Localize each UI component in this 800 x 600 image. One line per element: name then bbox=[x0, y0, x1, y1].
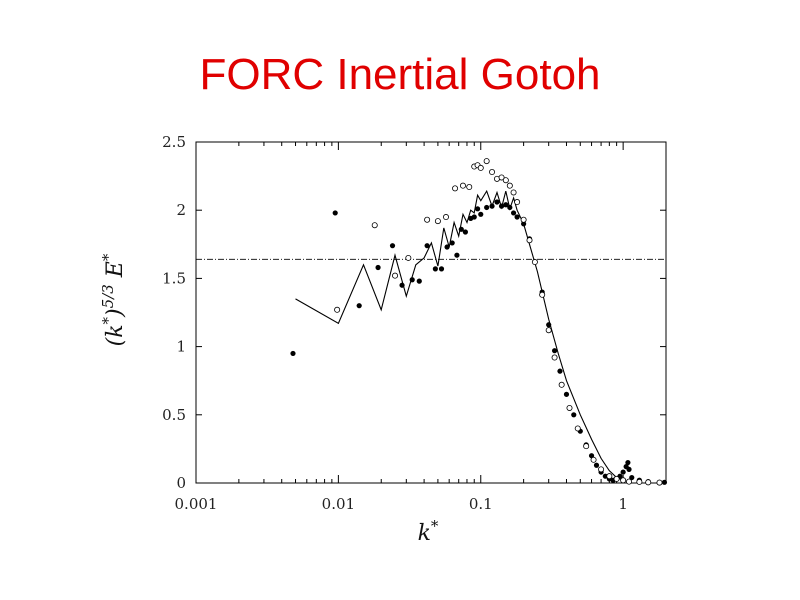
data-point-open bbox=[566, 404, 573, 411]
data-point-filled bbox=[507, 204, 513, 211]
data-point-filled bbox=[626, 466, 632, 472]
data-point-open bbox=[452, 185, 459, 192]
x-tick-label: 0.1 bbox=[469, 495, 493, 513]
y-tick-label: 1.5 bbox=[162, 269, 186, 287]
data-point-filled bbox=[389, 243, 396, 249]
x-tick-label: 1 bbox=[618, 495, 628, 513]
data-point-open bbox=[551, 354, 558, 361]
y-axis-title: (k*)5/3 E* bbox=[99, 253, 128, 346]
data-point-filled bbox=[424, 243, 430, 249]
data-point-filled bbox=[503, 202, 509, 208]
data-point-open bbox=[531, 259, 538, 266]
data-point-filled bbox=[629, 474, 635, 481]
data-point-open bbox=[498, 174, 505, 181]
data-point-open bbox=[645, 479, 652, 486]
data-point-filled bbox=[375, 264, 381, 271]
data-point-open bbox=[526, 237, 533, 244]
data-point-filled bbox=[593, 462, 600, 468]
data-point-open bbox=[434, 218, 441, 225]
data-point-open bbox=[598, 466, 605, 473]
data-point-filled bbox=[484, 204, 490, 211]
x-tick-label: 0.01 bbox=[322, 495, 355, 513]
data-point-open bbox=[334, 306, 341, 313]
data-point-filled bbox=[563, 391, 570, 397]
data-point-filled bbox=[557, 368, 563, 374]
data-point-filled bbox=[332, 210, 338, 216]
data-point-filled bbox=[471, 214, 477, 220]
x-axis-title: k* bbox=[418, 517, 439, 546]
data-point-filled bbox=[438, 266, 445, 272]
data-point-filled bbox=[399, 282, 405, 288]
data-point-filled bbox=[462, 229, 468, 235]
y-tick-label: 0 bbox=[176, 474, 186, 492]
data-point-filled bbox=[432, 266, 438, 272]
data-point-filled bbox=[514, 214, 520, 220]
y-tick-label: 2.5 bbox=[162, 133, 186, 151]
data-point-filled bbox=[416, 278, 422, 284]
data-point-filled bbox=[661, 479, 668, 485]
data-point-open bbox=[606, 473, 613, 480]
data-point-open bbox=[424, 216, 431, 223]
data-point-open bbox=[443, 214, 450, 221]
data-point-open bbox=[477, 164, 484, 171]
data-point-open bbox=[620, 477, 627, 484]
data-point-open bbox=[545, 327, 552, 334]
y-tick-label: 0.5 bbox=[162, 406, 186, 424]
data-point-open bbox=[506, 182, 513, 189]
data-point-open bbox=[502, 177, 509, 184]
data-point-open bbox=[510, 189, 517, 196]
data-point-open bbox=[483, 158, 490, 165]
data-point-open bbox=[583, 443, 590, 450]
data-point-open bbox=[520, 216, 527, 223]
data-point-open bbox=[656, 479, 663, 486]
data-point-filled bbox=[571, 412, 577, 418]
data-point-filled bbox=[290, 350, 296, 357]
data-point-open bbox=[558, 381, 565, 388]
data-point-open bbox=[626, 478, 633, 485]
x-tick-label: 0.001 bbox=[175, 495, 218, 513]
data-point-filled bbox=[498, 203, 505, 209]
data-point-filled bbox=[444, 244, 450, 250]
data-point-filled bbox=[478, 211, 484, 217]
data-point-open bbox=[514, 199, 521, 206]
data-point-filled bbox=[551, 348, 558, 354]
data-point-open bbox=[371, 222, 378, 229]
data-point-filled bbox=[454, 252, 460, 258]
data-point-filled bbox=[625, 459, 631, 466]
data-point-filled bbox=[494, 199, 500, 205]
y-tick-label: 1 bbox=[176, 338, 186, 356]
data-point-open bbox=[459, 182, 466, 189]
y-tick-label: 2 bbox=[176, 201, 186, 219]
data-point-open bbox=[489, 169, 496, 176]
data-point-filled bbox=[620, 469, 626, 475]
data-point-filled bbox=[521, 221, 527, 227]
data-point-filled bbox=[489, 203, 495, 209]
data-point-filled bbox=[474, 206, 481, 212]
data-point-open bbox=[405, 254, 412, 261]
data-point-filled bbox=[510, 210, 517, 216]
data-point-open bbox=[636, 478, 643, 485]
data-point-filled bbox=[409, 277, 415, 283]
data-point-filled bbox=[458, 226, 464, 232]
slide-title: FORC Inertial Gotoh bbox=[199, 50, 601, 99]
plot-frame bbox=[195, 141, 667, 484]
series-line bbox=[295, 189, 624, 481]
data-point-filled bbox=[546, 322, 552, 328]
data-point-open bbox=[574, 425, 581, 432]
data-point-filled bbox=[356, 303, 362, 309]
data-point-filled bbox=[449, 240, 455, 246]
data-point-open bbox=[590, 456, 597, 463]
data-point-open bbox=[539, 291, 546, 298]
data-point-open bbox=[613, 475, 620, 482]
data-point-open bbox=[392, 272, 399, 279]
data-point-open bbox=[466, 184, 473, 191]
